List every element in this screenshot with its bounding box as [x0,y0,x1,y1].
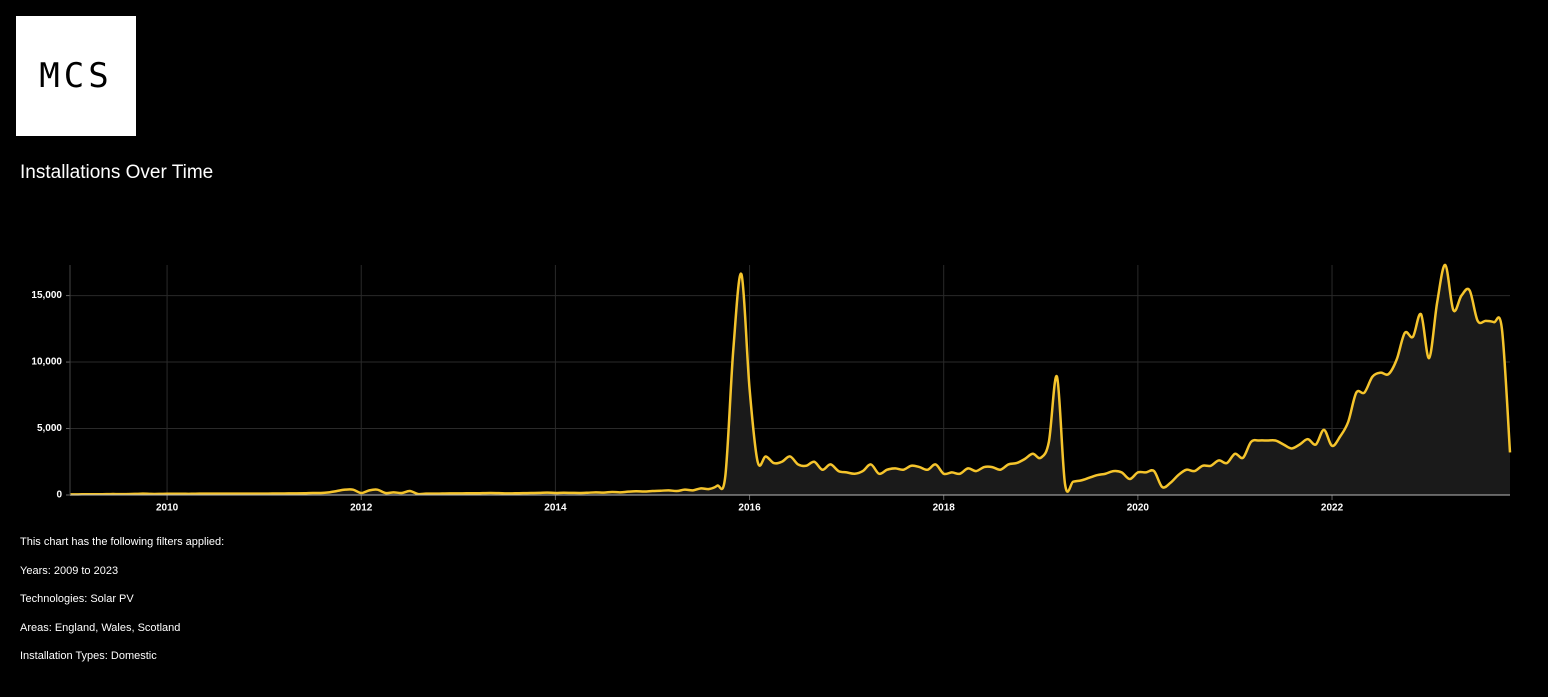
filter-heading: This chart has the following filters app… [20,536,225,548]
filter-item: Areas: England, Wales, Scotland [20,621,181,634]
filters: This chart has the following filters app… [20,536,224,679]
x-tick-label: 2020 [1127,503,1150,514]
x-tick-label: 2010 [156,503,179,514]
line [69,263,1512,496]
filter-item: Installation Types: Domestic [20,650,157,662]
x-tick-label: 2012 [350,503,373,514]
y-tick-label: 15,000 [31,290,62,301]
filter-item: Technologies: Solar PV [20,593,134,605]
y-tick-label: 0 [56,490,62,501]
logo[interactable]: MCS [16,16,136,136]
chart-title: Installations Over Time [20,162,214,183]
y-tick-label: 5,000 [37,423,62,434]
x-tick-label: 2022 [1321,503,1344,514]
filter-item: Years: 2009 to 2023 [20,564,119,577]
area [70,264,1510,495]
y-tick-label: 10,000 [31,357,62,368]
x-tick-label: 2014 [544,503,567,514]
x-tick-label: 2016 [738,503,761,514]
x-tick-label: 2018 [933,503,956,514]
